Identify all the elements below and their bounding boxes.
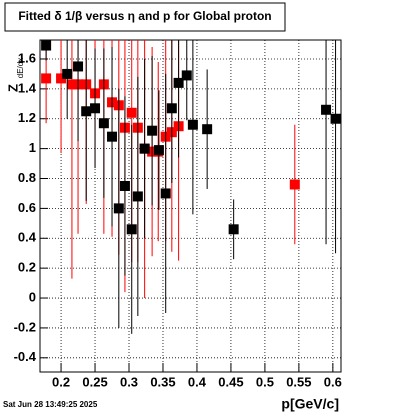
marker (289, 179, 300, 190)
y-tick-label: 0 (29, 289, 36, 304)
x-tick-label: 0.4 (188, 374, 207, 389)
x-tick-label: 0.5 (256, 374, 274, 389)
marker (228, 224, 239, 235)
x-tick-label: 0.2 (52, 374, 70, 389)
marker (321, 104, 332, 115)
marker (166, 103, 177, 114)
marker (202, 124, 213, 135)
y-axis-label: Z (5, 84, 20, 92)
marker (126, 107, 137, 118)
x-tick-label: 0.25 (82, 374, 107, 389)
plot-frame (39, 39, 342, 373)
y-tick-label: -0.4 (14, 349, 37, 364)
marker (62, 68, 73, 79)
marker (66, 79, 77, 90)
marker (41, 40, 52, 51)
marker (126, 224, 137, 235)
y-tick-label: 1.2 (18, 110, 36, 125)
x-axis-label: p[GeV/c] (281, 396, 339, 412)
y-tick-label: 1.6 (18, 50, 36, 65)
marker (173, 77, 184, 88)
timestamp: Sat Jun 28 13:49:25 2025 (3, 400, 98, 409)
marker (153, 145, 164, 156)
y-tick-label: 1.4 (18, 80, 37, 95)
x-tick-label: 0.45 (218, 374, 243, 389)
marker (81, 106, 92, 117)
y-axis-label-sub: dE/dx (16, 58, 25, 78)
x-tick-label: 0.55 (286, 374, 311, 389)
x-tick-label: 0.3 (120, 374, 138, 389)
y-tick-label: -0.2 (14, 319, 36, 334)
y-tick-label: 0.6 (18, 200, 36, 215)
marker (41, 73, 52, 84)
y-tick-label: 1 (29, 140, 36, 155)
x-tick-label: 0.6 (324, 374, 342, 389)
marker (90, 103, 101, 114)
x-tick-label: 0.35 (150, 374, 175, 389)
marker (330, 113, 341, 124)
marker (113, 203, 124, 214)
title-box (4, 2, 286, 32)
marker (56, 73, 67, 84)
y-tick-label: 0.8 (18, 170, 36, 185)
marker (147, 125, 158, 136)
y-tick-label: 0.2 (18, 260, 36, 275)
marker (132, 191, 143, 202)
chart-title: Fitted δ 1/β versus η and p for Global p… (18, 9, 271, 23)
marker (187, 119, 198, 130)
marker (139, 143, 150, 154)
marker (107, 131, 118, 142)
marker (160, 188, 171, 199)
y-tick-label: 0.4 (18, 230, 37, 245)
marker (181, 70, 192, 81)
marker (119, 180, 130, 191)
marker (73, 61, 84, 72)
marker (98, 118, 109, 129)
